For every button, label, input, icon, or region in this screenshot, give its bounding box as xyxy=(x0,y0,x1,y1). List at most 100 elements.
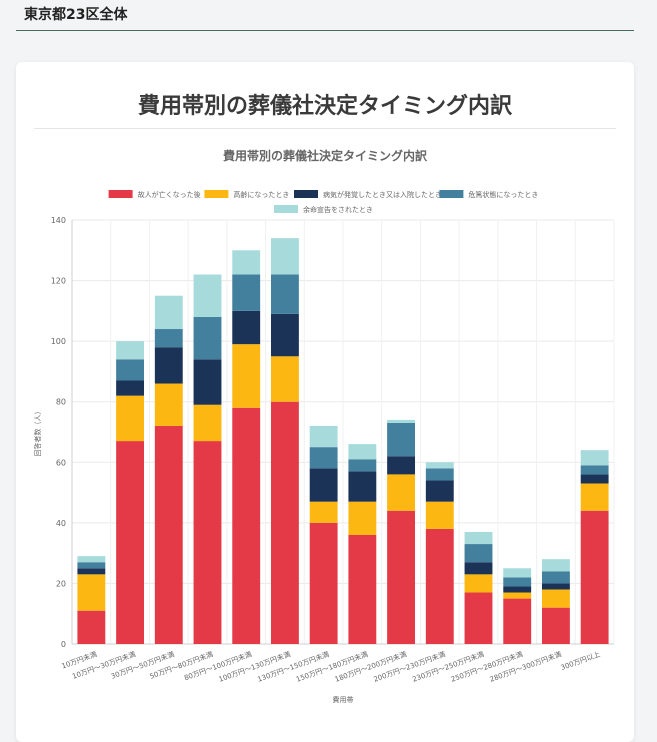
bar-segment xyxy=(77,610,106,644)
bar-segment xyxy=(193,441,222,644)
x-tick-label: 50万円〜80万円未満 xyxy=(148,649,214,680)
bar-segment xyxy=(116,395,145,442)
legend-label: 余命宣告をされたとき xyxy=(303,205,373,214)
bar-segment xyxy=(77,562,106,569)
y-tick-label: 100 xyxy=(51,337,66,346)
bar-segment xyxy=(232,407,261,644)
legend-swatch xyxy=(439,190,464,198)
legend-label: 危篤状態になったとき xyxy=(468,190,538,199)
bar-segment xyxy=(154,295,183,330)
y-axis-label: 回答者数（人） xyxy=(33,408,42,457)
bar-segment xyxy=(503,577,532,587)
legend-swatch xyxy=(294,190,318,198)
y-tick-label: 40 xyxy=(56,519,66,528)
region-header: 東京都23区全体 xyxy=(16,0,634,31)
bar-segment xyxy=(541,559,570,572)
bar-segment xyxy=(116,441,145,644)
bar-segment xyxy=(348,459,377,472)
bar-segment xyxy=(309,522,338,644)
bar-segment xyxy=(387,419,416,423)
bar-segment xyxy=(580,510,609,644)
x-axis-label: 費用帯 xyxy=(333,695,354,704)
bar-segment xyxy=(270,356,299,402)
x-tick-label: 30万円〜50万円未満 xyxy=(110,649,176,680)
bar-segment xyxy=(77,574,106,611)
bar-segment xyxy=(193,316,222,360)
chart-card: 費用帯別の葬儀社決定タイミング内訳 費用帯別の葬儀社決定タイミング内訳故人が亡く… xyxy=(16,62,634,742)
bar-segment xyxy=(425,480,454,502)
bar-segment xyxy=(541,607,570,644)
legend-swatch xyxy=(108,190,133,198)
y-tick-label: 140 xyxy=(51,216,66,225)
legend-label: 高齢になったとき xyxy=(233,190,289,199)
bar-segment xyxy=(77,568,106,575)
bar-segment xyxy=(154,347,183,384)
bar-segment xyxy=(154,425,183,644)
bar-segment xyxy=(232,310,261,345)
bar-segment xyxy=(503,598,532,644)
bar-segment xyxy=(348,444,377,460)
bar-segment xyxy=(270,401,299,644)
card-title: 費用帯別の葬儀社決定タイミング内訳 xyxy=(137,94,512,119)
bar-segment xyxy=(425,501,454,529)
bar-segment xyxy=(503,592,532,599)
y-tick-label: 0 xyxy=(61,640,66,649)
bar-segment xyxy=(541,583,570,590)
bar-segment xyxy=(77,556,106,563)
bar-segment xyxy=(425,462,454,469)
bar-segment xyxy=(309,425,338,448)
bar-segment xyxy=(580,450,609,466)
bar-segment xyxy=(464,531,493,545)
bar-segment xyxy=(464,544,493,563)
bar-segment xyxy=(270,313,299,357)
bar-segment xyxy=(464,592,493,644)
bar-segment xyxy=(232,250,261,275)
bar-segment xyxy=(580,474,609,484)
bar-segment xyxy=(387,510,416,644)
bar-segment xyxy=(309,447,338,469)
legend-label: 病気が発覚したとき又は入院したとき xyxy=(323,190,442,199)
bar-segment xyxy=(503,568,532,578)
region-title: 東京都23区全体 xyxy=(24,7,128,23)
bar-segment xyxy=(387,456,416,475)
chart-title: 費用帯別の葬儀社決定タイミング内訳 xyxy=(223,148,428,163)
y-tick-label: 20 xyxy=(56,579,66,588)
bar-segment xyxy=(309,501,338,523)
bar-segment xyxy=(425,468,454,481)
x-tick-label: 10万円〜30万円未満 xyxy=(71,649,137,680)
bar-segment xyxy=(232,344,261,408)
bar-segment xyxy=(348,501,377,535)
bar-segment xyxy=(154,383,183,426)
legend-label: 故人が亡くなった後 xyxy=(138,190,201,199)
bar-segment xyxy=(348,471,377,502)
y-tick-label: 80 xyxy=(56,398,66,407)
y-tick-label: 120 xyxy=(51,277,66,286)
bar-segment xyxy=(464,562,493,575)
bar-segment xyxy=(116,341,145,360)
bar-segment xyxy=(154,329,183,348)
bar-segment xyxy=(193,274,222,317)
legend-swatch xyxy=(204,190,229,198)
y-tick-label: 60 xyxy=(56,458,66,467)
bar-segment xyxy=(464,574,493,593)
bar-segment xyxy=(270,238,299,275)
legend-swatch xyxy=(274,205,298,213)
bar-segment xyxy=(193,404,222,442)
card-divider xyxy=(34,128,616,129)
bar-segment xyxy=(580,465,609,475)
bar-segment xyxy=(425,528,454,644)
bar-segment xyxy=(309,468,338,502)
bar-segment xyxy=(387,474,416,511)
bar-segment xyxy=(270,274,299,314)
bar-segment xyxy=(387,422,416,457)
bar-segment xyxy=(116,380,145,396)
bar-segment xyxy=(541,589,570,608)
bar-segment xyxy=(541,571,570,584)
bar-segment xyxy=(348,534,377,644)
bar-segment xyxy=(193,359,222,405)
bar-segment xyxy=(503,586,532,593)
x-tick-label: 300万円以上 xyxy=(559,649,601,672)
bar-segment xyxy=(116,359,145,381)
bar-segment xyxy=(580,483,609,511)
